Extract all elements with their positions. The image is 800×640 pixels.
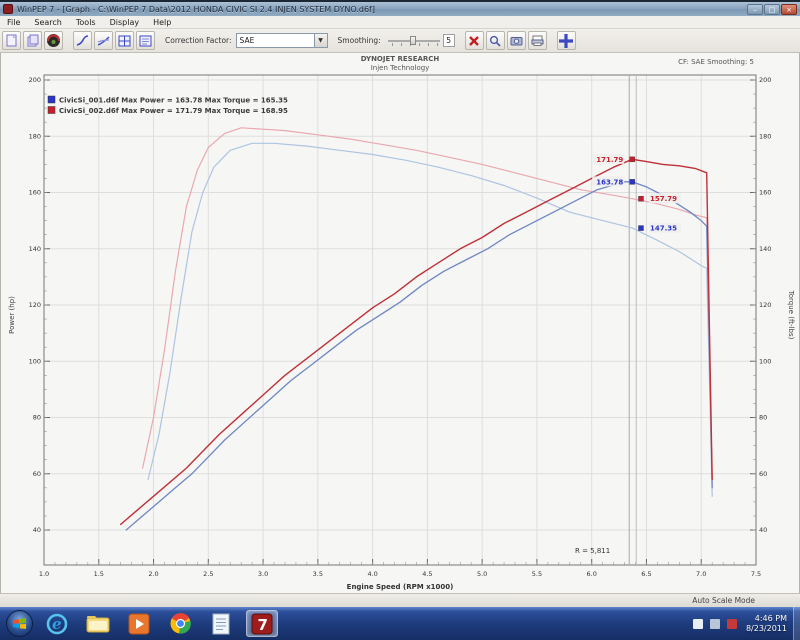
minimize-button[interactable]: –: [747, 3, 763, 15]
grid-view-button[interactable]: [115, 31, 134, 50]
cursor-crosshair-button[interactable]: [556, 31, 576, 50]
magnifier-icon: [490, 35, 501, 47]
smoothing-slider[interactable]: [387, 35, 440, 46]
delete-run-button[interactable]: [464, 31, 484, 50]
internet-explorer-button[interactable]: e: [41, 610, 73, 637]
correction-factor-select[interactable]: SAE ▼: [235, 33, 328, 48]
pages-icon: [27, 34, 38, 47]
dynojet-logo-button[interactable]: [44, 31, 63, 50]
svg-text:e: e: [52, 615, 62, 633]
slider-thumb[interactable]: [409, 35, 416, 45]
tray-network-icon[interactable]: [709, 618, 720, 629]
overlay-view-button[interactable]: [94, 31, 113, 50]
start-button[interactable]: [6, 610, 33, 637]
internet-explorer-icon: e: [46, 613, 68, 634]
red-x-icon: [469, 35, 479, 46]
correction-factor-label: Correction Factor:: [165, 36, 232, 45]
folder-icon: [86, 615, 110, 632]
smoothing-value: 5: [442, 34, 455, 47]
winpep-taskbar-button[interactable]: 7: [246, 610, 278, 637]
open-run-button[interactable]: [23, 31, 42, 50]
maximize-button[interactable]: □: [764, 3, 780, 15]
tray-action-center-icon[interactable]: [726, 618, 737, 629]
media-player-button[interactable]: [123, 610, 155, 637]
menubar: File Search Tools Display Help: [0, 16, 800, 29]
window-title: WinPEP 7 - [Graph - C:\WinPEP 7 Data\201…: [17, 4, 375, 14]
dual-curve-icon: [97, 36, 110, 46]
document-icon: [212, 613, 230, 634]
print-button[interactable]: [527, 31, 547, 50]
curve-icon: [76, 34, 89, 46]
chrome-icon: [170, 613, 191, 634]
document-app-button[interactable]: [205, 610, 237, 637]
winpep7-icon: 7: [251, 613, 273, 634]
correction-factor-value: SAE: [239, 36, 255, 45]
snapshot-button[interactable]: [506, 31, 526, 50]
report-view-button[interactable]: [136, 31, 155, 50]
clock-time: 4:46 PM: [754, 613, 787, 623]
camera-icon: [510, 37, 523, 46]
dropdown-arrow-icon: ▼: [313, 34, 327, 47]
menu-file[interactable]: File: [7, 17, 21, 27]
svg-text:7: 7: [258, 616, 268, 634]
smoothing-label: Smoothing:: [337, 36, 381, 45]
chrome-button[interactable]: [164, 610, 196, 637]
graph-view-button[interactable]: [73, 31, 92, 50]
printer-icon: [531, 35, 544, 46]
tray-hidden-icons[interactable]: [692, 618, 703, 629]
close-button[interactable]: ×: [781, 3, 797, 15]
windows-explorer-button[interactable]: [82, 610, 114, 637]
taskbar-clock[interactable]: 4:46 PM 8/23/2011: [746, 614, 787, 634]
new-graph-button[interactable]: [2, 31, 21, 50]
clock-date: 8/23/2011: [745, 623, 787, 633]
menu-tools[interactable]: Tools: [75, 17, 96, 27]
statusbar: Auto Scale Mode: [0, 593, 800, 607]
dyno-graph-panel[interactable]: [0, 53, 800, 593]
menu-display[interactable]: Display: [109, 17, 140, 27]
winpep-app-icon: [3, 4, 13, 14]
system-tray: 4:46 PM 8/23/2011: [692, 607, 800, 640]
grid-icon: [118, 35, 131, 46]
zoom-in-button[interactable]: [485, 31, 505, 50]
page-icon: [6, 34, 16, 47]
window-titlebar: WinPEP 7 - [Graph - C:\WinPEP 7 Data\201…: [0, 0, 800, 16]
toolbar: Correction Factor: SAE ▼ Smoothing: 5: [0, 29, 800, 53]
crosshair-icon: [559, 33, 574, 48]
scale-mode-status: Auto Scale Mode: [692, 596, 755, 605]
dynojet-logo-icon: [47, 34, 60, 47]
show-desktop-button[interactable]: [793, 607, 800, 640]
report-icon: [139, 35, 152, 46]
windows-flag-icon: [13, 618, 26, 629]
menu-help[interactable]: Help: [153, 17, 172, 27]
media-player-icon: [128, 613, 150, 634]
menu-search[interactable]: Search: [34, 17, 62, 27]
taskbar: e: [0, 607, 800, 640]
